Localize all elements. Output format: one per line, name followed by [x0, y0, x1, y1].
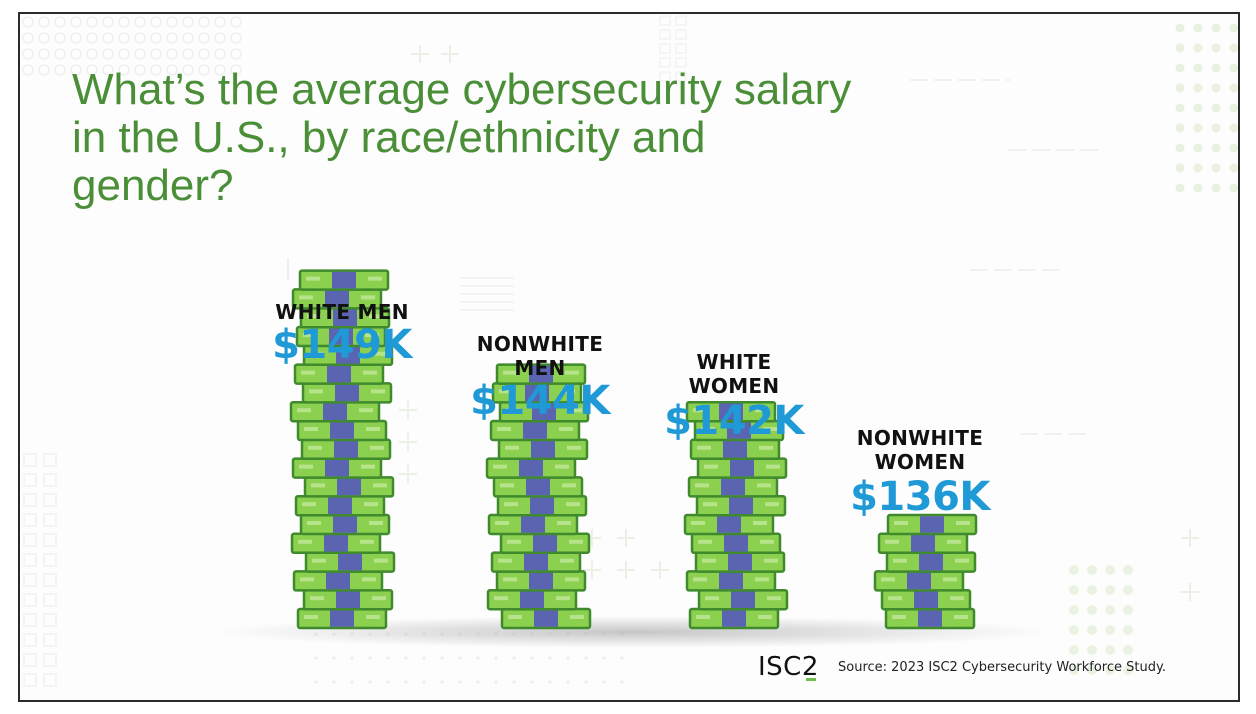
money-bill — [296, 607, 388, 630]
money-bill — [497, 438, 589, 461]
money-bill — [885, 551, 977, 573]
money-bill — [303, 476, 395, 498]
money-bill — [300, 438, 392, 461]
money-bill — [695, 494, 787, 517]
source-note: Source: 2023 ISC2 Cybersecurity Workforc… — [838, 660, 1166, 675]
value-label-nonwhite-women: $136K — [850, 474, 990, 520]
category-label-nonwhite-men: NONWHITE MEN — [450, 332, 630, 380]
value-label-white-women: $142K — [664, 398, 804, 444]
money-bill — [884, 607, 976, 630]
category-label-white-women: WHITE WOMEN — [644, 350, 824, 398]
money-bill — [296, 419, 388, 442]
logo-accent-mark — [806, 678, 816, 681]
money-bill — [880, 588, 972, 611]
money-bill — [302, 588, 394, 611]
money-bill — [685, 400, 777, 423]
money-bill — [500, 607, 592, 630]
money-bill — [299, 513, 391, 536]
money-bill — [485, 457, 577, 479]
money-bill — [877, 532, 969, 555]
money-bill — [499, 532, 591, 555]
money-bill — [304, 551, 396, 573]
money-bill — [302, 344, 394, 367]
money-bill — [694, 551, 786, 573]
money-bill — [301, 382, 393, 404]
bar-stack-1 — [485, 363, 592, 630]
money-bill — [498, 400, 590, 423]
money-bill — [289, 400, 381, 423]
money-bill — [290, 532, 382, 555]
bar-stack-2 — [683, 400, 789, 630]
money-bill — [291, 457, 383, 479]
money-bill — [486, 588, 578, 611]
category-label-line: WHITE MEN — [275, 300, 409, 324]
money-bill — [496, 494, 588, 517]
money-bill — [487, 513, 579, 536]
money-bill — [295, 325, 387, 348]
money-bill — [697, 588, 789, 611]
money-bill — [299, 306, 391, 329]
isc2-logo: ISC2 — [758, 652, 819, 682]
money-stacks — [214, 269, 1054, 648]
money-bill — [886, 513, 978, 536]
category-label-line: WOMEN — [874, 450, 966, 474]
money-bill — [495, 570, 587, 592]
chart-title: What’s the average cybersecurity salary … — [72, 65, 852, 210]
money-bill — [291, 288, 383, 310]
category-label-line: NONWHITE — [476, 332, 604, 356]
money-bill — [495, 363, 587, 385]
category-label-line: WHITE — [696, 350, 772, 374]
money-bill — [292, 570, 384, 592]
money-bill — [693, 419, 785, 442]
money-bill — [490, 551, 582, 573]
value-label-white-men: $149K — [272, 322, 412, 368]
bar-stack-0 — [289, 269, 396, 630]
money-bill — [492, 476, 584, 498]
money-bill — [298, 269, 390, 291]
category-label-line: WOMEN — [688, 374, 780, 398]
category-label-nonwhite-women: NONWHITE WOMEN — [830, 426, 1010, 474]
category-label-white-men: WHITE MEN — [252, 300, 432, 324]
money-bill — [687, 476, 779, 498]
money-bill — [294, 494, 386, 517]
money-bill — [696, 457, 788, 479]
value-label-nonwhite-men: $144K — [470, 378, 610, 424]
category-label-line: NONWHITE — [856, 426, 984, 450]
bar-stack-3 — [873, 513, 978, 630]
stack-shadow — [214, 616, 1054, 648]
money-bill — [690, 532, 782, 555]
category-label-line: MEN — [514, 356, 566, 380]
infographic-frame: What’s the average cybersecurity salary … — [18, 12, 1240, 702]
money-bill — [873, 570, 965, 592]
money-bill — [685, 570, 777, 592]
money-bill — [683, 513, 775, 536]
money-bill — [688, 607, 780, 630]
